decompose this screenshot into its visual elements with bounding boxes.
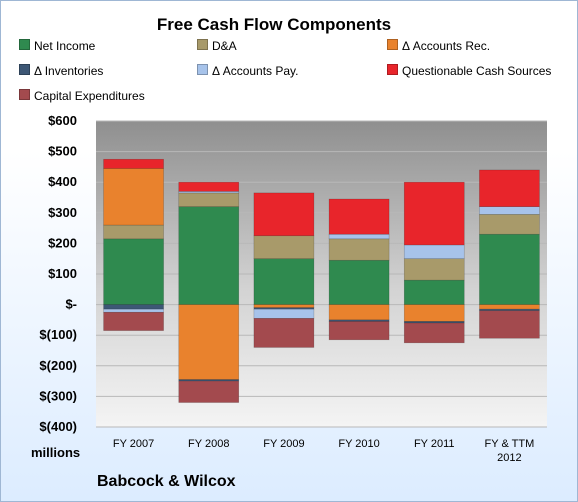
y-tick-label: $600 xyxy=(48,113,77,128)
x-tick-label-line: 2012 xyxy=(497,452,521,464)
bar-segment xyxy=(103,158,164,169)
bar-segment xyxy=(253,304,315,308)
units-label: millions xyxy=(31,445,81,460)
bar-segment xyxy=(403,322,465,344)
company-label: Babcock & Wilcox xyxy=(97,473,236,490)
legend-item: Questionable Cash Sources xyxy=(387,64,551,78)
x-tick-label: FY 2008 xyxy=(188,438,229,450)
bar-segment xyxy=(479,310,540,339)
legend-label: Questionable Cash Sources xyxy=(402,64,552,78)
x-tick-label: FY 2007 xyxy=(113,438,154,450)
legend-label: D&A xyxy=(212,39,237,53)
x-tick-label: FY 2011 xyxy=(414,438,455,450)
bar-segment xyxy=(328,259,390,305)
legend-item: Δ Inventories xyxy=(19,64,103,78)
bar-segment xyxy=(178,206,240,305)
legend-swatch xyxy=(197,64,208,75)
legend-swatch xyxy=(387,64,398,75)
bar-segment xyxy=(253,318,315,348)
legend-swatch xyxy=(197,39,208,50)
y-tick-label: $(200) xyxy=(39,358,77,373)
bar-segment xyxy=(479,169,540,207)
legend-label: Δ Accounts Pay. xyxy=(212,64,299,78)
bar-segment xyxy=(103,308,164,313)
legend-swatch xyxy=(19,89,30,100)
y-tick-label: $- xyxy=(65,297,77,312)
x-tick-label: FY 2010 xyxy=(338,438,379,450)
y-tick-label: $100 xyxy=(48,266,77,281)
y-tick-label: $(100) xyxy=(39,327,77,342)
legend-label: Capital Expenditures xyxy=(34,89,145,103)
bar-segment xyxy=(403,279,465,305)
bar-segment xyxy=(178,192,240,207)
bar-segment xyxy=(253,308,315,319)
legend-swatch xyxy=(387,39,398,50)
bar-segment xyxy=(328,238,390,261)
bar-segment xyxy=(403,181,465,246)
bar-segment xyxy=(103,304,164,310)
x-tick-label: FY & TTM 2012 xyxy=(485,438,535,464)
legend-item: Δ Accounts Rec. xyxy=(387,39,490,53)
bar-segment xyxy=(403,304,465,322)
bar-segment xyxy=(253,235,315,260)
y-tick-label: $400 xyxy=(48,174,77,189)
bar-segment xyxy=(403,258,465,281)
x-tick-label: FY 2009 xyxy=(263,438,304,450)
legend-label: Net Income xyxy=(34,39,96,53)
legend-swatch xyxy=(19,39,30,50)
bar-segment xyxy=(328,321,390,341)
bar-segment xyxy=(328,233,390,240)
bar-segment xyxy=(103,168,164,226)
y-tick-label: $200 xyxy=(48,235,77,250)
legend-item: Δ Accounts Pay. xyxy=(197,64,299,78)
x-tick-label-line: FY & TTM xyxy=(485,438,535,450)
bar-segment xyxy=(178,380,240,403)
bar-segment xyxy=(253,258,315,305)
bar-segment xyxy=(103,224,164,240)
bar-segment xyxy=(403,244,465,259)
y-tick-label: $500 xyxy=(48,144,77,159)
bar-segment xyxy=(178,304,240,380)
legend-label: Δ Accounts Rec. xyxy=(402,39,491,53)
bar-segment xyxy=(103,311,164,331)
bar-segment xyxy=(178,181,240,192)
bar-segment xyxy=(479,214,540,235)
y-tick-label: $(400) xyxy=(39,419,77,434)
bar-segment xyxy=(479,304,540,310)
legend-item: D&A xyxy=(197,39,237,53)
chart-title: Free Cash Flow Components xyxy=(156,15,392,34)
bar-segment xyxy=(253,192,315,237)
y-tick-label: $(300) xyxy=(39,388,77,403)
bar-segment xyxy=(103,238,164,305)
bar-segment xyxy=(479,233,540,305)
y-tick-label: $300 xyxy=(48,205,77,220)
legend-item: Net Income xyxy=(19,39,95,53)
bar-segment xyxy=(328,304,390,321)
bar-segment xyxy=(328,198,390,235)
legend-swatch xyxy=(19,64,30,75)
bar-segment xyxy=(479,206,540,215)
legend-item: Capital Expenditures xyxy=(19,89,145,103)
legend-label: Δ Inventories xyxy=(34,64,104,78)
